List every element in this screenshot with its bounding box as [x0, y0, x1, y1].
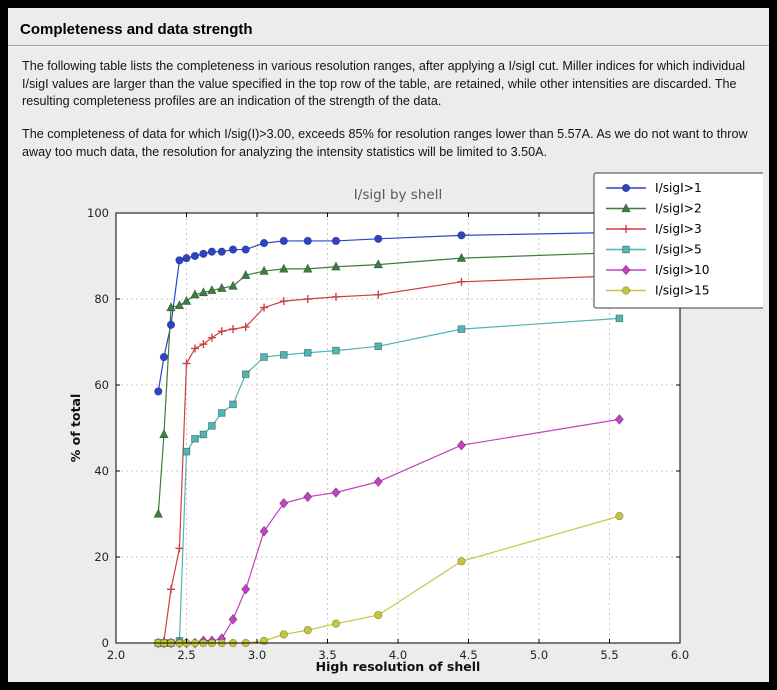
svg-text:0: 0: [102, 636, 109, 650]
svg-text:4.5: 4.5: [459, 648, 477, 662]
svg-text:I/sigI by shell: I/sigI by shell: [354, 187, 442, 203]
svg-text:6.0: 6.0: [671, 648, 689, 662]
svg-text:4.0: 4.0: [389, 648, 407, 662]
title-divider: [8, 45, 769, 47]
svg-text:3.0: 3.0: [248, 648, 266, 662]
svg-text:2.5: 2.5: [177, 648, 195, 662]
svg-text:5.0: 5.0: [530, 648, 548, 662]
svg-text:20: 20: [94, 550, 109, 564]
paragraph-resolution-note: The completeness of data for which I/sig…: [22, 126, 748, 159]
svg-text:I/sigI>10: I/sigI>10: [655, 263, 710, 277]
completeness-chart-figure: 2.0 2.5 3.0 3.5 4.0 4.5 5.0 5.5 6.0 0 20 40 60 80 100 I…: [8, 169, 769, 681]
report-page: Completeness and data strength The follo…: [8, 8, 769, 682]
svg-text:2.0: 2.0: [107, 648, 125, 662]
paragraph-intro: The following table lists the completene…: [22, 59, 746, 109]
svg-text:5.5: 5.5: [600, 648, 618, 662]
svg-text:80: 80: [94, 292, 109, 306]
svg-text:I/sigI>1: I/sigI>1: [655, 181, 702, 195]
page-title: Completeness and data strength: [20, 21, 253, 38]
svg-text:I/sigI>15: I/sigI>15: [655, 284, 710, 298]
chart-canvas: 2.0 2.5 3.0 3.5 4.0 4.5 5.0 5.5 6.0 0 20 40 60 80 100 I…: [68, 172, 763, 674]
svg-text:High resolution of shell: High resolution of shell: [316, 659, 481, 674]
svg-text:I/sigI>2: I/sigI>2: [655, 202, 702, 216]
svg-text:I/sigI>3: I/sigI>3: [655, 222, 702, 236]
svg-text:% of total: % of total: [68, 394, 83, 463]
svg-text:100: 100: [87, 206, 109, 220]
svg-text:3.5: 3.5: [318, 648, 336, 662]
svg-text:60: 60: [94, 378, 109, 392]
svg-text:40: 40: [94, 464, 109, 478]
svg-text:I/sigI>5: I/sigI>5: [655, 243, 702, 257]
